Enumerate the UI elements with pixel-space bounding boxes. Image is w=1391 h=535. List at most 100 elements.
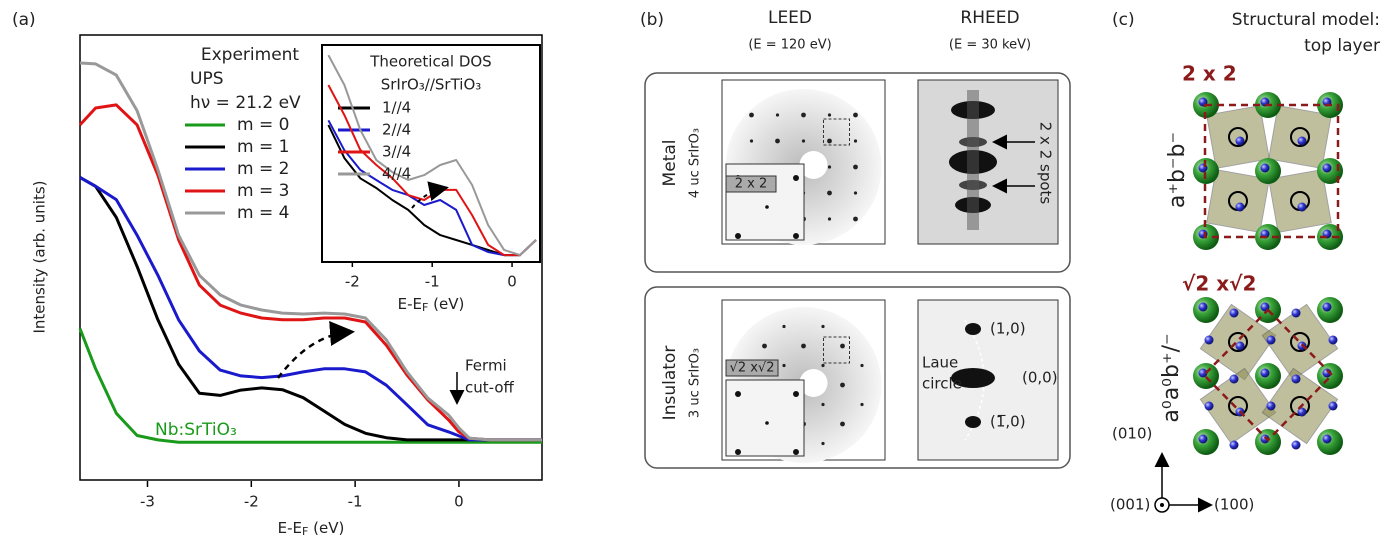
panel-title: Structural model: (1232, 10, 1380, 30)
row-sublabel: 3 uc SrIrO₃ (688, 348, 703, 418)
annotation: Laue (922, 354, 958, 372)
shift-arrow (276, 321, 355, 379)
leed-spot (840, 421, 845, 427)
legend-title: hν = 21.2 eV (190, 93, 301, 113)
column-subtitle: (E = 120 eV) (748, 38, 831, 53)
leed-spot (821, 363, 825, 368)
unit-cell (1202, 308, 1334, 442)
panel-b-images (721, 79, 1059, 463)
inset-spot (793, 449, 799, 455)
x-axis-label-part: (eV) (308, 519, 344, 535)
rotation-mark (1228, 127, 1248, 147)
o-atom (1322, 302, 1332, 312)
x-tick-label: -2 (345, 273, 360, 291)
spot-label: (1̅,0) (990, 413, 1026, 431)
panel-title: top layer (1304, 36, 1380, 56)
o-atom (1322, 163, 1332, 173)
inset-spot (735, 233, 741, 239)
axis-label: (010) (1112, 425, 1152, 443)
leed-spot (853, 112, 858, 118)
o-atom (1198, 434, 1208, 444)
beam-shadow (799, 151, 828, 179)
row-sublabel: 4 uc SrIrO₃ (688, 128, 703, 198)
legend-title: UPS (190, 69, 224, 89)
leed-spot (782, 363, 786, 368)
annotation: 2 x 2 spots (1037, 122, 1055, 205)
tilt-label: a⁺b⁻b⁻ (1165, 132, 1190, 208)
leed-spot (821, 324, 825, 329)
cell-label: 2 x 2 (1182, 62, 1237, 86)
o-atom (1297, 136, 1307, 146)
rotation-mark (1290, 127, 1310, 147)
x-axis-label-part: F (302, 525, 308, 535)
legend-label: m = 3 (237, 181, 289, 201)
o-atom (1266, 335, 1276, 345)
legend-label: m = 4 (237, 203, 289, 223)
o-atom (1328, 335, 1338, 345)
axis-label: (100) (1214, 496, 1254, 514)
leed-spot (827, 138, 832, 144)
o-atom (1322, 434, 1332, 444)
x-axis-label-part: E-E (278, 519, 302, 535)
leed-spot (749, 112, 754, 118)
series-line (78, 103, 542, 442)
inset-spot (793, 391, 799, 397)
row-label: Insulator (660, 346, 680, 421)
x-axis-label: E-EF (eV) (398, 295, 465, 315)
annotation: circle (922, 375, 962, 393)
o-atom (1328, 401, 1338, 411)
octahedron (1206, 169, 1270, 233)
leed-spot (827, 165, 832, 169)
leed-spot (775, 138, 780, 144)
cell-label: √2 x√2 (1182, 272, 1256, 296)
inset-spot (793, 175, 799, 181)
leed-spot (801, 112, 806, 118)
rheed-spot (965, 416, 981, 428)
rheed-spot (965, 323, 981, 335)
x-tick-label: 0 (454, 493, 464, 511)
leed-spot (749, 139, 754, 143)
spot-label: (0,0) (1022, 369, 1058, 387)
spot-label: (1,0) (990, 320, 1026, 338)
legend-label: 1//4 (382, 99, 411, 117)
zoom-box (823, 336, 850, 364)
leed-spot (775, 113, 780, 117)
leed-spot (840, 343, 845, 349)
legend-label: 2//4 (382, 121, 411, 139)
series-line (79, 176, 542, 442)
inset-spot (793, 233, 799, 239)
chart: -3 -2 -1 0E-EF (eV)m = 0m = 1m = 2m = 3m = … (78, 61, 542, 535)
series-line (78, 328, 542, 444)
leed-spot (853, 139, 858, 143)
o-atom (1260, 368, 1270, 378)
panel-label: (a) (12, 10, 36, 30)
inset-spot (735, 391, 741, 397)
leed-spot (762, 343, 767, 349)
tilt-label: a⁰a⁰b⁺/⁻ (1159, 333, 1184, 422)
zoom-box (823, 118, 850, 146)
panel-label: (c) (1112, 10, 1135, 30)
o-atom (1229, 440, 1239, 450)
o-atom (1297, 407, 1307, 417)
annotation: Fermi (465, 357, 507, 375)
o-atom (1235, 202, 1245, 212)
legend-label: 4//4 (382, 165, 411, 183)
leed-spot (827, 190, 832, 196)
series-line (79, 176, 542, 442)
x-axis-label-part: E-E (398, 295, 422, 313)
rheed-spot (951, 368, 995, 388)
legend-label: m = 1 (237, 137, 289, 157)
inset-title: Theoretical DOS (369, 53, 491, 71)
leed-spot (840, 382, 845, 388)
inset-title: SrIrO₃//SrTiO₃ (381, 76, 482, 94)
leed-spot (782, 324, 786, 329)
inset-tag (725, 359, 779, 377)
leed-spot (821, 402, 825, 407)
column-title: RHEED (960, 8, 1019, 28)
rotation-mark (1228, 332, 1248, 352)
axis-label: (001) (1110, 496, 1150, 514)
chart: -2 -1 0 E-EF (eV) 1//4 2//4 3//4 4//4 (327, 54, 537, 315)
rheed-rod (967, 90, 979, 230)
x-tick-label: -1 (348, 493, 363, 511)
octahedron (1199, 367, 1277, 445)
